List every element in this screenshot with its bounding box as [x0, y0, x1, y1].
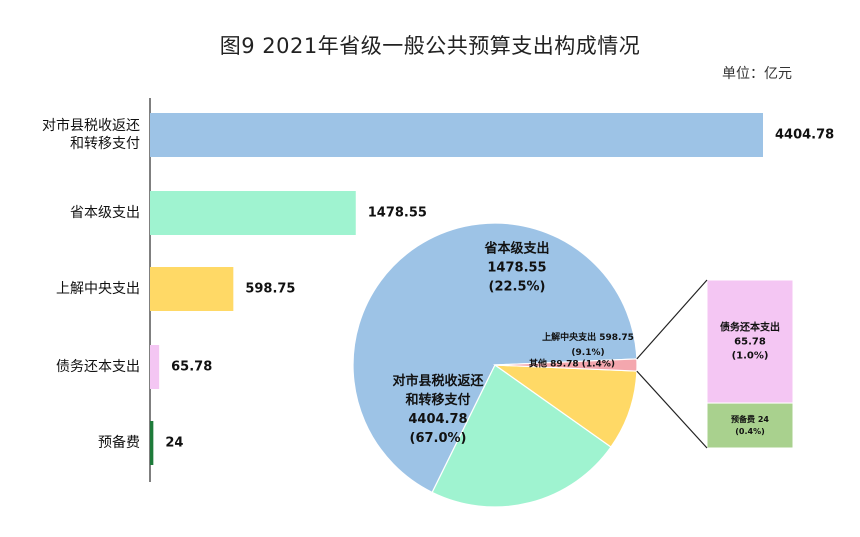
- bar-2: [150, 267, 234, 311]
- connector-top: [636, 279, 708, 360]
- connector-bottom: [636, 370, 708, 449]
- pie-slice-0: [352, 222, 638, 494]
- bar-category-label: 对市县税收返还和转移支付: [42, 117, 140, 152]
- bar-0: [150, 113, 763, 157]
- pie-label-3: 其他 89.78 (1.4%): [529, 358, 615, 370]
- breakdown-label-0: 债务还本支出 65.78 (1.0%): [720, 321, 780, 362]
- bar-value-label: 24: [165, 436, 183, 451]
- bar-value-label: 598.75: [245, 282, 295, 297]
- pie-slice-2: [492, 364, 638, 448]
- bar-1: [150, 191, 356, 235]
- bar-category-label: 债务还本支出: [56, 359, 140, 375]
- pie-slice-3: [494, 358, 638, 372]
- bar-category-label: 预备费: [98, 434, 140, 451]
- breakdown-label-1: 预备费 24 (0.4%): [731, 414, 769, 436]
- breakdown-segment-0: [706, 279, 794, 404]
- pie-label-0: 对市县税收返还和转移支付 4404.78 (67.0%): [392, 373, 484, 446]
- bar-4: [150, 421, 154, 465]
- bar-category-label: 上解中央支出: [56, 281, 140, 297]
- bar-value-label: 1478.55: [368, 206, 427, 221]
- bar-series: 对市县税收返还和转移支付 4404.78 省本级支出 1478.55 上解中央支出 598…: [42, 113, 834, 465]
- bar-value-label: 65.78: [171, 360, 212, 375]
- pie-label-2: 上解中央支出 598.75 (9.1%): [542, 331, 634, 358]
- pie-label-1: 省本级支出 1478.55 (22.5%): [483, 241, 549, 295]
- pie-chart: 对市县税收返还和转移支付 4404.78 (67.0%) 省本级支出 1478.55 (2…: [352, 222, 638, 508]
- bar-category-label: 省本级支出: [70, 205, 140, 221]
- pie-slice-1: [431, 364, 612, 508]
- unit-label: 单位：亿元: [722, 66, 792, 82]
- chart-title: 图9 2021年省级一般公共预算支出构成情况: [219, 34, 641, 58]
- bar-value-label: 4404.78: [775, 128, 834, 143]
- breakdown-segment-1: [706, 402, 794, 449]
- bar-3: [150, 345, 160, 389]
- breakdown-bar: 债务还本支出 65.78 (1.0%) 预备费 24 (0.4%): [636, 279, 794, 449]
